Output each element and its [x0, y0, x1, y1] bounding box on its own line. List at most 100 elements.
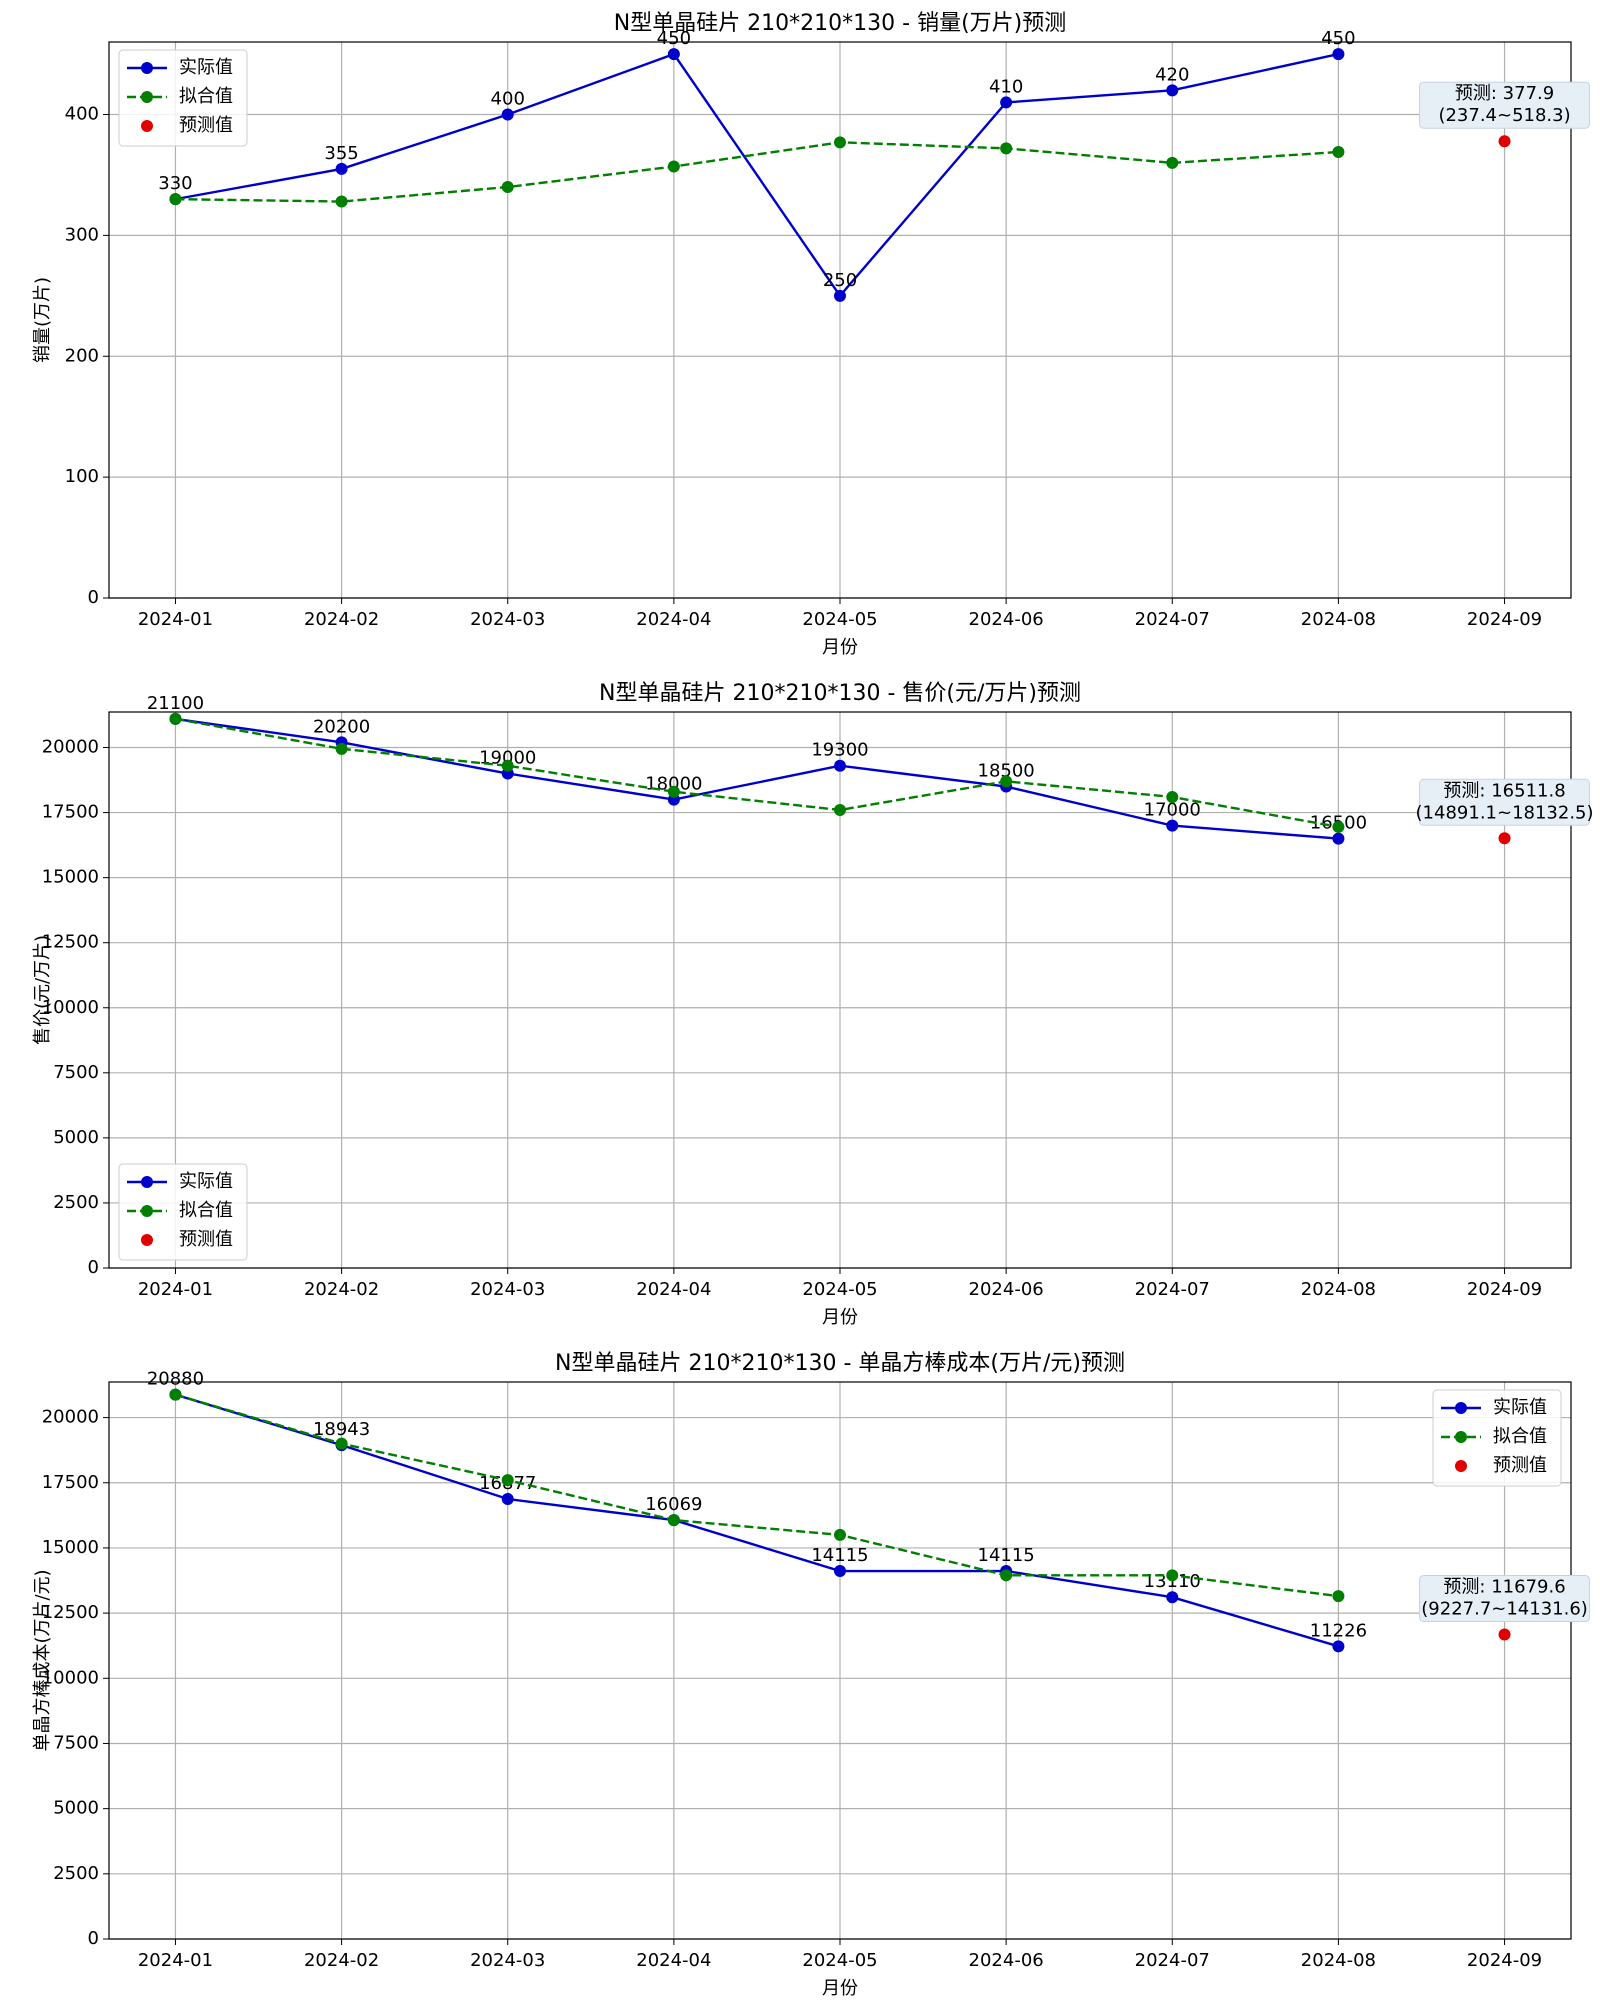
legend-marker: [141, 1205, 153, 1217]
x-tick-label: 2024-05: [802, 609, 877, 630]
point: [1332, 48, 1345, 61]
data-label: 355: [324, 143, 358, 164]
data-label: 19000: [479, 748, 536, 769]
point: [834, 1565, 846, 1578]
legend-marker: [141, 1234, 153, 1246]
data-label: 14115: [811, 1545, 868, 1566]
point: [1332, 145, 1345, 158]
series-line: [175, 717, 1339, 840]
y-tick-label: 0: [88, 587, 99, 608]
x-tick-label: 2024-06: [969, 609, 1044, 630]
x-tick-label: 2024-02: [304, 609, 379, 630]
annotation-box: [1419, 1575, 1591, 1623]
data-label: 16069: [645, 1494, 702, 1515]
x-tick-label: 2024-01: [138, 1279, 213, 1300]
data-label: 19300: [811, 740, 868, 761]
legend-marker: [1455, 1431, 1467, 1443]
data-label: 17000: [1144, 800, 1201, 821]
data-label: 18943: [313, 1419, 370, 1440]
x-tick-label: 2024-04: [636, 609, 711, 630]
point: [667, 48, 680, 61]
chart-title: N型单晶硅片 210*210*130 - 售价(元/万片)预测: [599, 681, 1081, 706]
data-label: 14115: [978, 1545, 1035, 1566]
y-tick-label: 20000: [42, 737, 99, 758]
y-tick-label: 5000: [53, 1798, 99, 1819]
y-tick-label: 100: [65, 466, 99, 487]
x-tick-label: 2024-06: [969, 1279, 1044, 1300]
point: [1166, 790, 1179, 803]
legend-label: 实际值: [179, 1171, 233, 1192]
data-label: 420: [1155, 64, 1189, 85]
legend-label: 预测值: [1493, 1455, 1547, 1476]
y-tick-label: 20000: [42, 1407, 99, 1428]
x-tick-label: 2024-08: [1301, 1950, 1376, 1971]
x-tick-label: 2024-07: [1135, 1950, 1210, 1971]
point: [169, 1388, 182, 1401]
annotation-text: (237.4~518.3): [1438, 105, 1570, 126]
y-tick-label: 10000: [42, 1667, 99, 1688]
point: [1166, 819, 1179, 832]
x-tick-label: 2024-08: [1301, 1279, 1376, 1300]
x-tick-label: 2024-09: [1467, 1279, 1542, 1300]
y-tick-label: 400: [65, 104, 99, 125]
y-tick-label: 2500: [53, 1192, 99, 1213]
point: [1166, 156, 1179, 169]
annotation-text: 预测: 377.9: [1455, 83, 1554, 104]
x-tick-label: 2024-04: [636, 1279, 711, 1300]
x-tick-label: 2024-01: [138, 1950, 213, 1971]
y-axis-label: 售价(元/万片): [32, 935, 53, 1045]
point: [834, 289, 846, 302]
y-axis-label: 单晶方棒成本(万片/元): [32, 1569, 53, 1751]
data-label: 11226: [1310, 1620, 1367, 1641]
point: [335, 1437, 348, 1450]
point: [1000, 96, 1013, 109]
annotation-box: [1419, 778, 1591, 826]
x-tick-label: 2024-09: [1467, 609, 1542, 630]
legend-label: 拟合值: [179, 86, 233, 107]
x-tick-label: 2024-04: [636, 1950, 711, 1971]
x-axis-label: 月份: [822, 637, 858, 658]
legend-marker: [141, 1176, 153, 1188]
data-label: 400: [491, 89, 525, 110]
plot-frame: [108, 711, 1572, 1269]
point: [501, 1493, 514, 1506]
legend-marker: [141, 91, 153, 103]
point: [169, 712, 182, 725]
point: [1332, 820, 1345, 833]
x-tick-label: 2024-03: [470, 1279, 545, 1300]
x-tick-label: 2024-02: [304, 1950, 379, 1971]
point: [1166, 84, 1179, 97]
x-tick-label: 2024-07: [1135, 1279, 1210, 1300]
y-tick-label: 12500: [42, 1602, 99, 1623]
point: [501, 181, 514, 194]
y-tick-label: 300: [65, 224, 99, 245]
x-tick-label: 2024-03: [470, 609, 545, 630]
point: [1332, 1640, 1345, 1653]
data-label: 20880: [147, 1369, 204, 1390]
point: [1000, 142, 1013, 155]
data-label: 450: [657, 28, 691, 49]
x-tick-label: 2024-09: [1467, 1950, 1542, 1971]
point: [501, 1474, 514, 1487]
point: [667, 1514, 680, 1527]
legend-label: 实际值: [179, 57, 233, 78]
point: [1498, 1628, 1511, 1641]
legend-marker: [141, 62, 153, 74]
series-line: [175, 717, 1339, 829]
x-axis-label: 月份: [822, 1307, 858, 1328]
point: [667, 785, 680, 798]
y-tick-label: 7500: [53, 1062, 99, 1083]
annotation-text: 预测: 11679.6: [1443, 1577, 1565, 1598]
x-tick-label: 2024-08: [1301, 609, 1376, 630]
annotation-box: [1419, 81, 1591, 129]
x-axis-label: 月份: [822, 1978, 858, 1999]
y-tick-label: 12500: [42, 932, 99, 953]
y-tick-label: 7500: [53, 1732, 99, 1753]
point: [1166, 1591, 1179, 1604]
legend-label: 预测值: [179, 1229, 233, 1250]
point: [1498, 135, 1511, 148]
data-label: 250: [823, 270, 857, 291]
point: [1498, 832, 1511, 845]
plot-frame: [108, 41, 1572, 599]
plot-frame: [108, 1381, 1572, 1940]
